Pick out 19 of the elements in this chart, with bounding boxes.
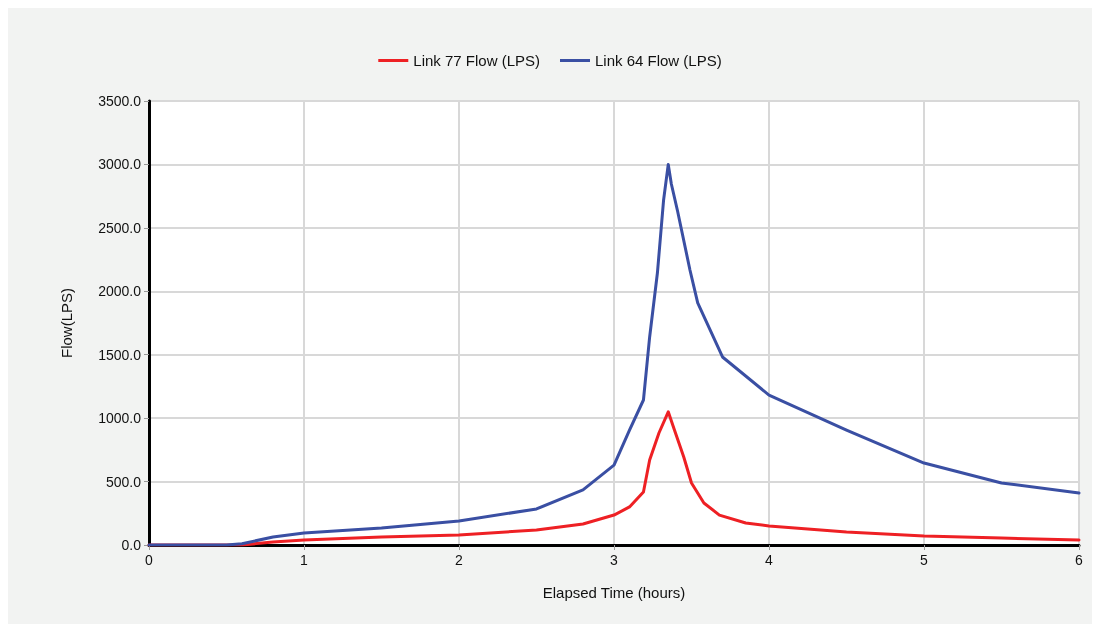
- y-tick-label: 1000.0: [98, 410, 142, 427]
- legend-label: Link 77 Flow (LPS): [413, 52, 540, 69]
- x-tick-label: 2: [455, 552, 464, 568]
- y-tick-label: 1500.0: [98, 346, 142, 363]
- x-tick-label: 1: [300, 552, 309, 568]
- y-tick-label: 2000.0: [98, 283, 142, 300]
- y-tick-label: 3000.0: [98, 156, 142, 173]
- y-tick-label: 0.0: [121, 537, 142, 553]
- x-tick-label: 6: [1075, 552, 1084, 568]
- legend-label: Link 64 Flow (LPS): [595, 52, 722, 69]
- x-tick-label: 4: [765, 552, 774, 568]
- x-tick-label: 5: [920, 552, 929, 568]
- x-axis-title: Elapsed Time (hours): [542, 584, 686, 601]
- x-tick-label: 3: [610, 552, 619, 568]
- y-tick-label: 2500.0: [98, 219, 142, 236]
- y-axis-title: Flow(LPS): [58, 287, 75, 359]
- y-tick-label: 3500.0: [98, 93, 142, 109]
- x-tick-label: 0: [145, 552, 154, 568]
- y-tick-label: 500.0: [105, 473, 142, 490]
